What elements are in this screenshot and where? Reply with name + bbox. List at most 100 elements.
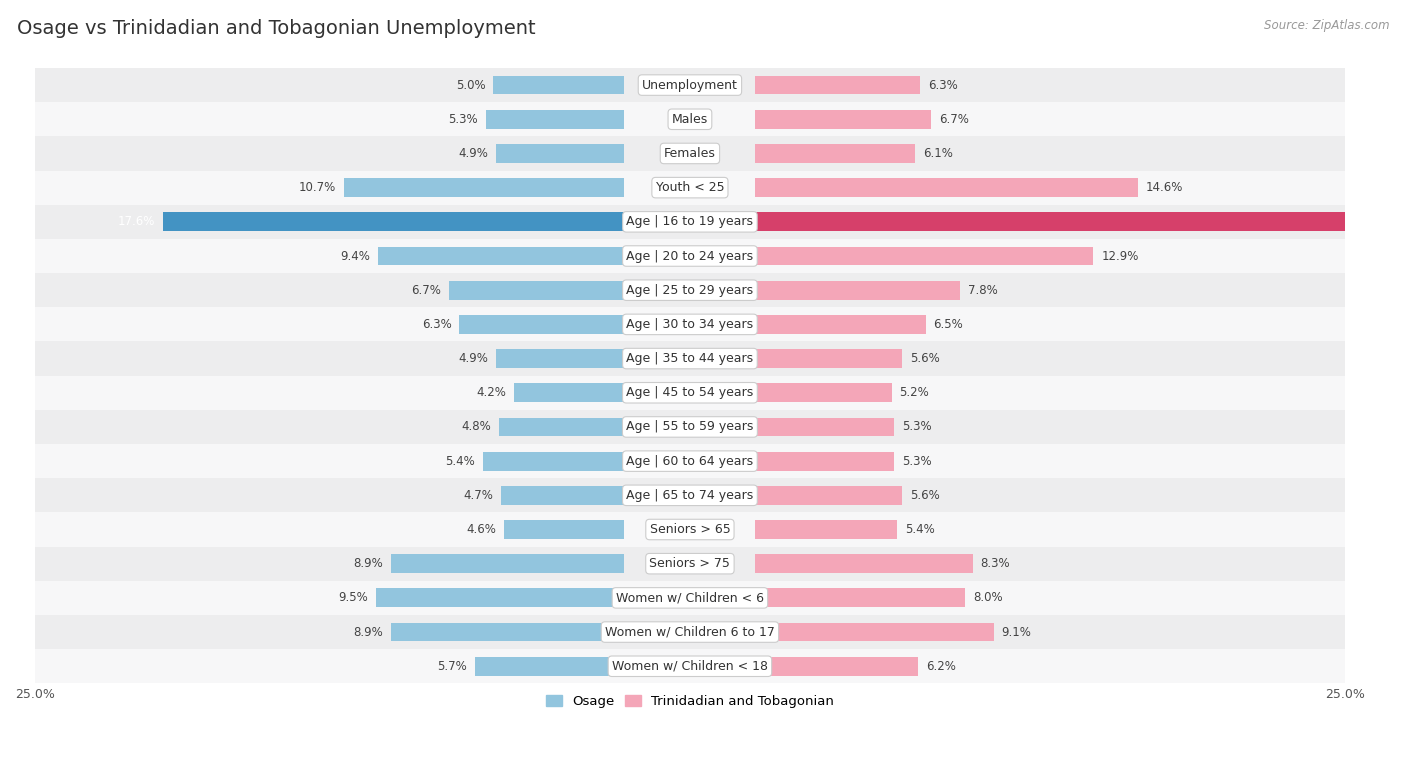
Bar: [35, 615, 1346, 650]
Bar: [449, 281, 624, 300]
Bar: [755, 520, 897, 539]
Text: 9.1%: 9.1%: [1001, 625, 1032, 639]
Text: Seniors > 75: Seniors > 75: [650, 557, 730, 570]
Text: Age | 25 to 29 years: Age | 25 to 29 years: [626, 284, 754, 297]
Text: 14.6%: 14.6%: [1146, 181, 1184, 194]
Bar: [35, 410, 1346, 444]
Text: 9.5%: 9.5%: [337, 591, 368, 604]
Bar: [35, 68, 1346, 102]
Text: 5.2%: 5.2%: [900, 386, 929, 399]
Bar: [344, 178, 624, 197]
Text: Source: ZipAtlas.com: Source: ZipAtlas.com: [1264, 19, 1389, 32]
Bar: [35, 444, 1346, 478]
Text: 6.7%: 6.7%: [939, 113, 969, 126]
Text: 8.3%: 8.3%: [981, 557, 1011, 570]
Bar: [755, 76, 921, 95]
Bar: [755, 178, 1137, 197]
Bar: [35, 581, 1346, 615]
Text: 17.6%: 17.6%: [118, 215, 156, 229]
Text: Women w/ Children 6 to 17: Women w/ Children 6 to 17: [605, 625, 775, 639]
Text: Women w/ Children < 18: Women w/ Children < 18: [612, 660, 768, 673]
Text: 6.7%: 6.7%: [411, 284, 441, 297]
Text: Females: Females: [664, 147, 716, 160]
Bar: [755, 383, 891, 402]
Text: 6.2%: 6.2%: [925, 660, 956, 673]
Bar: [375, 588, 624, 607]
Text: 7.8%: 7.8%: [967, 284, 997, 297]
Text: 5.6%: 5.6%: [910, 489, 939, 502]
Bar: [496, 144, 624, 163]
Text: 5.4%: 5.4%: [904, 523, 935, 536]
Bar: [35, 170, 1346, 204]
Text: 5.4%: 5.4%: [446, 455, 475, 468]
Bar: [35, 273, 1346, 307]
Bar: [755, 418, 894, 436]
Text: 8.0%: 8.0%: [973, 591, 1002, 604]
Bar: [35, 136, 1346, 170]
Legend: Osage, Trinidadian and Tobagonian: Osage, Trinidadian and Tobagonian: [540, 690, 839, 714]
Text: 5.0%: 5.0%: [456, 79, 485, 92]
Text: 4.6%: 4.6%: [467, 523, 496, 536]
Text: Age | 60 to 64 years: Age | 60 to 64 years: [626, 455, 754, 468]
Text: 6.5%: 6.5%: [934, 318, 963, 331]
Bar: [35, 547, 1346, 581]
Bar: [502, 486, 624, 505]
Bar: [482, 452, 624, 471]
Text: 8.9%: 8.9%: [354, 557, 384, 570]
Text: Age | 30 to 34 years: Age | 30 to 34 years: [626, 318, 754, 331]
Text: 22.6%: 22.6%: [1355, 215, 1393, 229]
Text: 6.3%: 6.3%: [422, 318, 451, 331]
Bar: [755, 349, 903, 368]
Bar: [755, 247, 1094, 266]
Bar: [515, 383, 624, 402]
Bar: [35, 650, 1346, 684]
Text: Unemployment: Unemployment: [643, 79, 738, 92]
Bar: [755, 657, 918, 676]
Text: 5.3%: 5.3%: [449, 113, 478, 126]
Text: 4.9%: 4.9%: [458, 147, 488, 160]
Bar: [35, 341, 1346, 375]
Bar: [35, 239, 1346, 273]
Bar: [755, 144, 915, 163]
Bar: [755, 213, 1347, 231]
Bar: [755, 588, 965, 607]
Bar: [35, 204, 1346, 239]
Bar: [755, 110, 931, 129]
Text: 4.9%: 4.9%: [458, 352, 488, 365]
Text: 5.3%: 5.3%: [903, 455, 932, 468]
Bar: [391, 623, 624, 641]
Text: Age | 35 to 44 years: Age | 35 to 44 years: [626, 352, 754, 365]
Text: Youth < 25: Youth < 25: [655, 181, 724, 194]
Text: Males: Males: [672, 113, 709, 126]
Bar: [494, 76, 624, 95]
Bar: [460, 315, 624, 334]
Bar: [755, 486, 903, 505]
Text: 9.4%: 9.4%: [340, 250, 370, 263]
Text: Women w/ Children < 6: Women w/ Children < 6: [616, 591, 763, 604]
Bar: [35, 478, 1346, 512]
Text: 6.3%: 6.3%: [928, 79, 957, 92]
Text: Osage vs Trinidadian and Tobagonian Unemployment: Osage vs Trinidadian and Tobagonian Unem…: [17, 19, 536, 38]
Text: Age | 16 to 19 years: Age | 16 to 19 years: [627, 215, 754, 229]
Text: Age | 65 to 74 years: Age | 65 to 74 years: [626, 489, 754, 502]
Bar: [35, 512, 1346, 547]
Bar: [503, 520, 624, 539]
Text: 5.6%: 5.6%: [910, 352, 939, 365]
Text: Age | 55 to 59 years: Age | 55 to 59 years: [626, 420, 754, 434]
Bar: [755, 315, 925, 334]
Text: 4.2%: 4.2%: [477, 386, 506, 399]
Text: 12.9%: 12.9%: [1101, 250, 1139, 263]
Bar: [499, 418, 624, 436]
Bar: [755, 452, 894, 471]
Bar: [755, 281, 960, 300]
Text: 10.7%: 10.7%: [299, 181, 336, 194]
Bar: [35, 102, 1346, 136]
Bar: [163, 213, 624, 231]
Text: 4.8%: 4.8%: [461, 420, 491, 434]
Text: 6.1%: 6.1%: [924, 147, 953, 160]
Bar: [755, 623, 994, 641]
Text: 8.9%: 8.9%: [354, 625, 384, 639]
Bar: [378, 247, 624, 266]
Bar: [485, 110, 624, 129]
Text: 5.3%: 5.3%: [903, 420, 932, 434]
